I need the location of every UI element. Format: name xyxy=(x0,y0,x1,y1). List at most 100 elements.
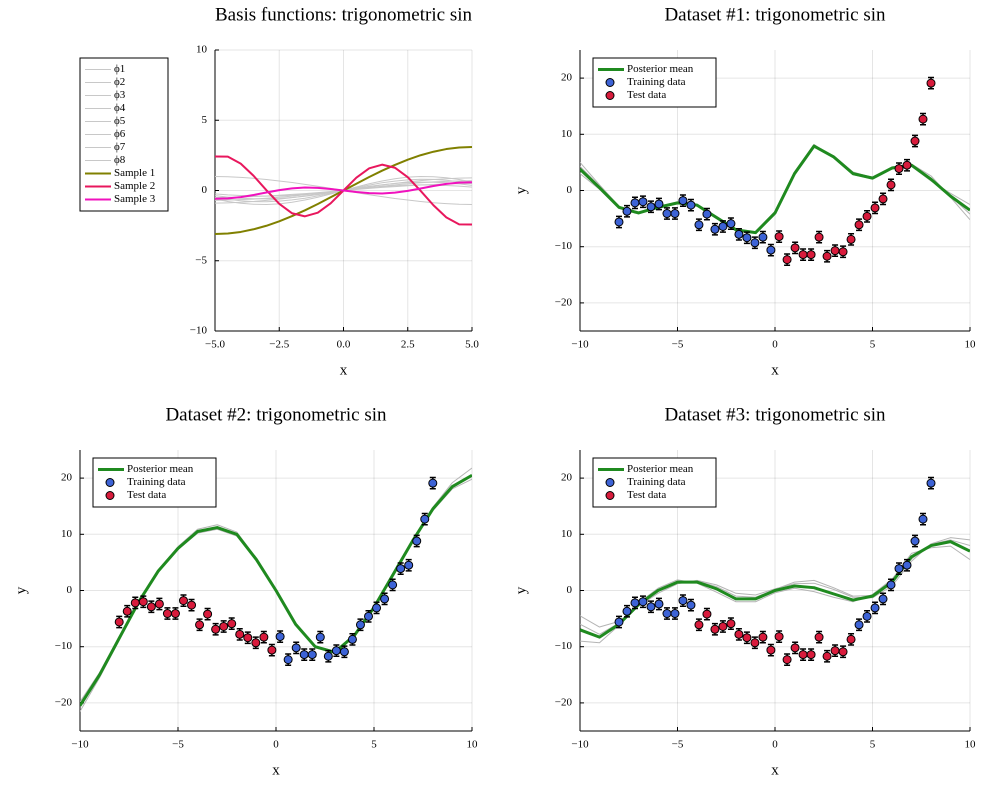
data-point xyxy=(243,633,253,643)
data-point xyxy=(758,632,768,642)
y-axis-label: y xyxy=(513,586,529,594)
legend-label: Test data xyxy=(627,489,666,501)
data-point xyxy=(798,250,808,260)
data-point xyxy=(774,232,784,242)
data-point xyxy=(670,609,680,619)
data-point xyxy=(766,645,776,655)
data-point xyxy=(355,620,365,630)
data-point xyxy=(122,606,132,616)
y-tick-label: −20 xyxy=(555,296,573,308)
data-point xyxy=(178,596,188,606)
data-point xyxy=(726,619,736,629)
data-point xyxy=(267,645,277,655)
x-axis-label: x xyxy=(272,762,280,778)
data-point xyxy=(275,632,285,642)
data-point xyxy=(830,246,840,256)
subplot: Dataset #2: trigonometric sin −10 −5 0 5 10 −2… xyxy=(13,404,478,778)
y-tick-label: −10 xyxy=(555,240,573,252)
data-point xyxy=(251,638,261,648)
data-point xyxy=(782,255,792,265)
data-point xyxy=(412,536,422,546)
x-tick-label: 5.0 xyxy=(465,339,479,351)
x-tick-label: 2.5 xyxy=(401,339,415,351)
data-point xyxy=(396,564,406,574)
data-point xyxy=(854,220,864,230)
data-point xyxy=(862,611,872,621)
data-point xyxy=(750,238,760,248)
plot-area xyxy=(580,76,970,266)
data-point xyxy=(203,609,213,619)
data-point xyxy=(630,198,640,208)
y-tick-label: −5 xyxy=(195,254,207,266)
data-point xyxy=(307,650,317,660)
legend-key xyxy=(605,78,615,87)
data-point xyxy=(838,247,848,257)
y-tick-label: 20 xyxy=(561,472,573,484)
data-point xyxy=(678,196,688,206)
legend-label: Training data xyxy=(127,476,186,488)
data-point xyxy=(670,209,680,219)
data-point xyxy=(380,594,390,604)
legend-label: ϕ3 xyxy=(114,89,126,101)
data-point xyxy=(235,629,245,639)
legend-label: ϕ2 xyxy=(114,76,125,88)
data-point xyxy=(622,206,632,216)
x-tick-label: 0 xyxy=(772,739,778,751)
x-tick-label: 5 xyxy=(870,339,876,351)
legend-label: Test data xyxy=(627,89,666,101)
data-point xyxy=(798,650,808,660)
data-point xyxy=(806,650,816,660)
data-point xyxy=(622,606,632,616)
legend-label: ϕ6 xyxy=(114,128,126,140)
x-tick-label: −10 xyxy=(71,739,89,751)
data-point xyxy=(870,603,880,613)
data-point xyxy=(830,646,840,656)
data-point xyxy=(750,638,760,648)
data-point xyxy=(702,209,712,219)
data-point xyxy=(822,651,832,661)
subplot: Basis functions: trigonometric sin −5.0 −2… xyxy=(79,4,479,378)
data-point xyxy=(331,646,341,656)
y-tick-label: 0 xyxy=(567,184,573,196)
data-point xyxy=(114,617,124,627)
data-point xyxy=(154,599,164,609)
legend-label: Posterior mean xyxy=(127,463,194,475)
data-point xyxy=(662,209,672,219)
data-point xyxy=(686,200,696,210)
chart-title: Dataset #2: trigonometric sin xyxy=(165,404,387,425)
data-point xyxy=(910,136,920,146)
legend-label: Training data xyxy=(627,76,686,88)
y-tick-label: 10 xyxy=(61,528,73,540)
x-tick-label: 10 xyxy=(965,339,977,351)
x-axis-label: x xyxy=(771,362,779,378)
data-point xyxy=(259,632,269,642)
data-point xyxy=(146,602,156,612)
y-axis-label: y xyxy=(13,586,29,594)
y-tick-label: 0 xyxy=(567,584,573,596)
data-point xyxy=(291,643,301,653)
x-axis-label: x xyxy=(771,762,779,778)
data-point xyxy=(630,598,640,608)
y-axis-label: y xyxy=(513,186,529,194)
data-point xyxy=(718,621,728,631)
x-tick-label: −5 xyxy=(672,339,684,351)
x-tick-label: −10 xyxy=(571,339,589,351)
plot-area xyxy=(580,476,970,666)
data-point xyxy=(138,597,148,607)
data-point xyxy=(388,580,398,590)
plot-area xyxy=(215,145,472,236)
data-point xyxy=(646,202,656,212)
data-point xyxy=(838,647,848,657)
data-point xyxy=(614,217,624,227)
data-point xyxy=(646,602,656,612)
legend-label: ϕ1 xyxy=(114,63,125,75)
data-point xyxy=(299,650,309,660)
data-point xyxy=(822,251,832,261)
data-point xyxy=(886,180,896,190)
data-point xyxy=(710,624,720,634)
